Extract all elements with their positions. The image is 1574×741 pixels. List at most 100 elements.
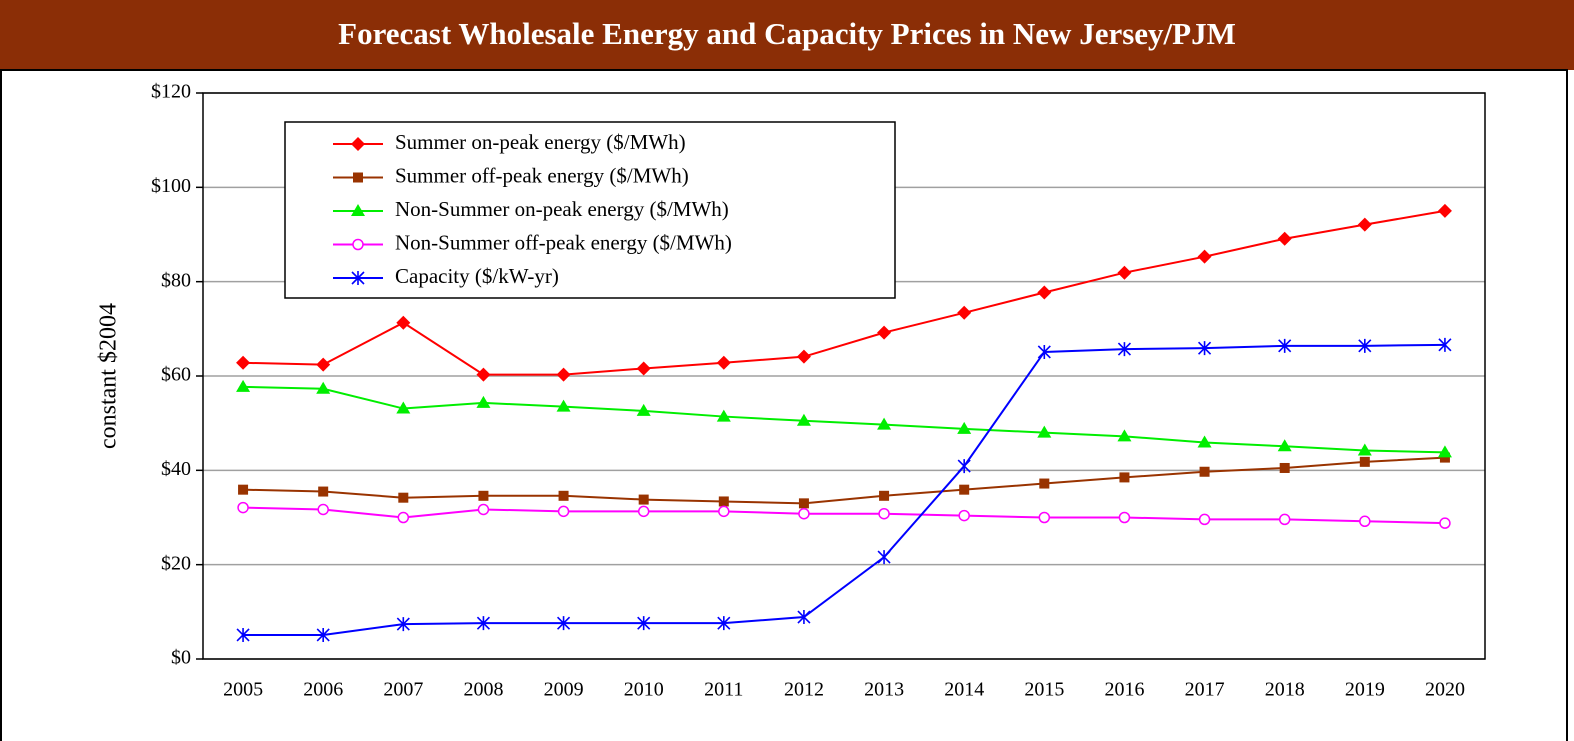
legend-marker [351, 204, 365, 216]
marker [1117, 429, 1132, 442]
marker [957, 459, 971, 474]
marker [477, 503, 490, 516]
legend-box [284, 121, 896, 299]
marker [236, 379, 251, 392]
marker [957, 305, 972, 320]
marker [1279, 462, 1290, 473]
marker [957, 421, 972, 434]
marker [958, 509, 970, 522]
y-tick-label: $40 [161, 458, 191, 480]
y-tick-label: $80 [161, 269, 191, 291]
marker [1037, 285, 1052, 300]
marker [1438, 337, 1452, 352]
marker [476, 616, 491, 631]
marker [1437, 203, 1452, 218]
marker [318, 486, 329, 497]
marker [1277, 439, 1292, 452]
marker [397, 511, 410, 524]
marker [1037, 344, 1051, 359]
x-tick-label: 2013 [864, 679, 904, 701]
marker [476, 367, 491, 382]
x-tick-label: 2019 [1345, 679, 1385, 701]
series-line [243, 456, 1445, 505]
marker [1038, 511, 1051, 524]
marker [1357, 217, 1372, 232]
x-tick-label: 2016 [1104, 679, 1144, 701]
marker [557, 505, 570, 518]
legend-marker [352, 238, 364, 251]
marker [636, 361, 651, 376]
legend-marker [351, 271, 365, 285]
marker [959, 484, 970, 495]
marker [398, 492, 409, 503]
marker [1039, 478, 1050, 489]
x-tick-label: 2010 [624, 679, 664, 701]
x-tick-label: 2012 [784, 679, 824, 701]
marker [797, 610, 811, 625]
marker [237, 501, 249, 514]
x-tick-label: 2008 [463, 679, 503, 701]
frame [0, 69, 1568, 741]
marker [556, 367, 571, 382]
series-line [243, 343, 1445, 636]
marker [637, 505, 650, 518]
marker [1278, 513, 1291, 526]
y-tick-label: $100 [151, 175, 191, 197]
x-tick-label: 2011 [704, 679, 743, 701]
x-tick-label: 2017 [1185, 679, 1225, 701]
marker [878, 507, 890, 520]
marker [1117, 265, 1132, 280]
marker [478, 490, 489, 501]
marker [798, 498, 809, 509]
marker [1118, 511, 1131, 524]
title-bar [0, 0, 1574, 70]
x-tick-label: 2015 [1024, 679, 1064, 701]
series-line [243, 209, 1446, 376]
marker [877, 417, 892, 430]
marker [556, 399, 571, 412]
marker [637, 616, 651, 631]
marker [879, 490, 890, 501]
marker [1359, 456, 1370, 467]
marker [396, 315, 411, 330]
marker [718, 496, 729, 507]
x-tick-label: 2005 [223, 679, 263, 701]
marker [556, 616, 571, 631]
x-tick-label: 2009 [544, 679, 584, 701]
legend-label: Summer on-peak energy ($/MWh) [395, 130, 686, 154]
legend-label: Non-Summer on-peak energy ($/MWh) [395, 197, 729, 221]
marker [1117, 342, 1132, 357]
marker [1197, 435, 1212, 448]
marker [1358, 338, 1372, 353]
marker [796, 413, 811, 426]
legend-label: Capacity ($/kW-yr) [395, 264, 559, 288]
marker [558, 490, 569, 501]
y-tick-label: $0 [171, 647, 191, 669]
marker [1437, 445, 1452, 458]
series-line [243, 506, 1445, 525]
marker [1037, 425, 1052, 438]
marker [317, 503, 329, 516]
marker [316, 357, 331, 372]
marker [236, 355, 251, 370]
marker [396, 617, 410, 632]
marker [476, 395, 491, 408]
x-tick-label: 2006 [303, 679, 343, 701]
marker [316, 381, 331, 394]
marker [1359, 515, 1371, 528]
y-tick-label: $20 [161, 552, 191, 574]
x-tick-label: 2018 [1265, 679, 1305, 701]
marker [716, 409, 731, 422]
y-tick-label: $120 [151, 81, 191, 103]
x-tick-label: 2014 [944, 679, 984, 701]
marker [236, 627, 250, 642]
marker [1197, 249, 1212, 264]
marker [1439, 517, 1451, 529]
marker [877, 550, 891, 565]
marker [1197, 341, 1212, 356]
y-axis-label: constant $2004 [96, 303, 122, 449]
marker [796, 349, 811, 364]
marker [238, 484, 249, 495]
